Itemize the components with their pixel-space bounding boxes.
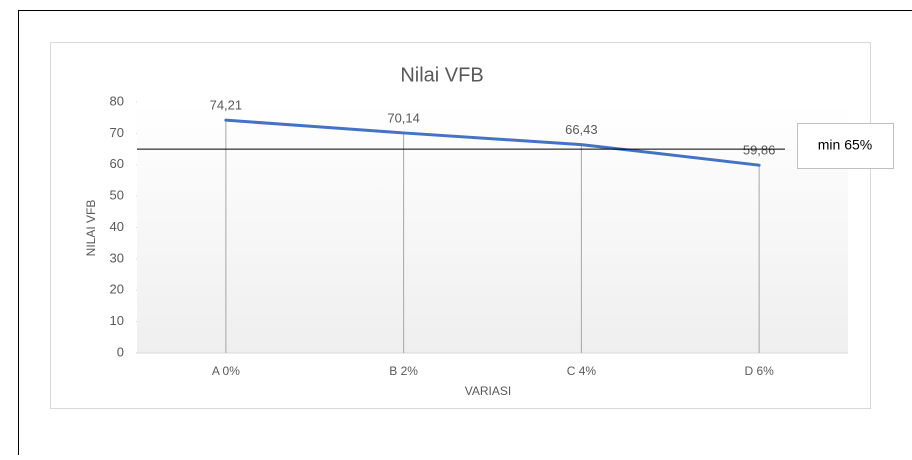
x-tick-label: C 4% bbox=[567, 364, 597, 378]
x-axis-label: VARIASI bbox=[465, 384, 511, 398]
x-tick-label: B 2% bbox=[389, 364, 418, 378]
x-tick-label: A 0% bbox=[212, 364, 240, 378]
data-label: 74,21 bbox=[210, 98, 243, 113]
y-tick-label: 30 bbox=[110, 250, 124, 265]
x-tick-label: D 6% bbox=[744, 364, 774, 378]
y-tick-label: 0 bbox=[117, 344, 124, 359]
data-label: 59,86 bbox=[743, 143, 776, 158]
chart-title: Nilai VFB bbox=[400, 64, 483, 86]
y-tick-label: 60 bbox=[110, 156, 124, 171]
y-axis-label: NILAI VFB bbox=[84, 200, 98, 257]
y-tick-label: 50 bbox=[110, 188, 124, 203]
y-tick-label: 70 bbox=[110, 125, 124, 140]
y-tick-label: 80 bbox=[110, 93, 124, 108]
data-label: 66,43 bbox=[565, 122, 598, 137]
annotation: min 65% bbox=[818, 137, 872, 153]
y-tick-label: 20 bbox=[110, 282, 124, 297]
data-label: 70,14 bbox=[387, 110, 420, 125]
y-tick-label: 40 bbox=[110, 219, 124, 234]
y-tick-label: 10 bbox=[110, 313, 124, 328]
